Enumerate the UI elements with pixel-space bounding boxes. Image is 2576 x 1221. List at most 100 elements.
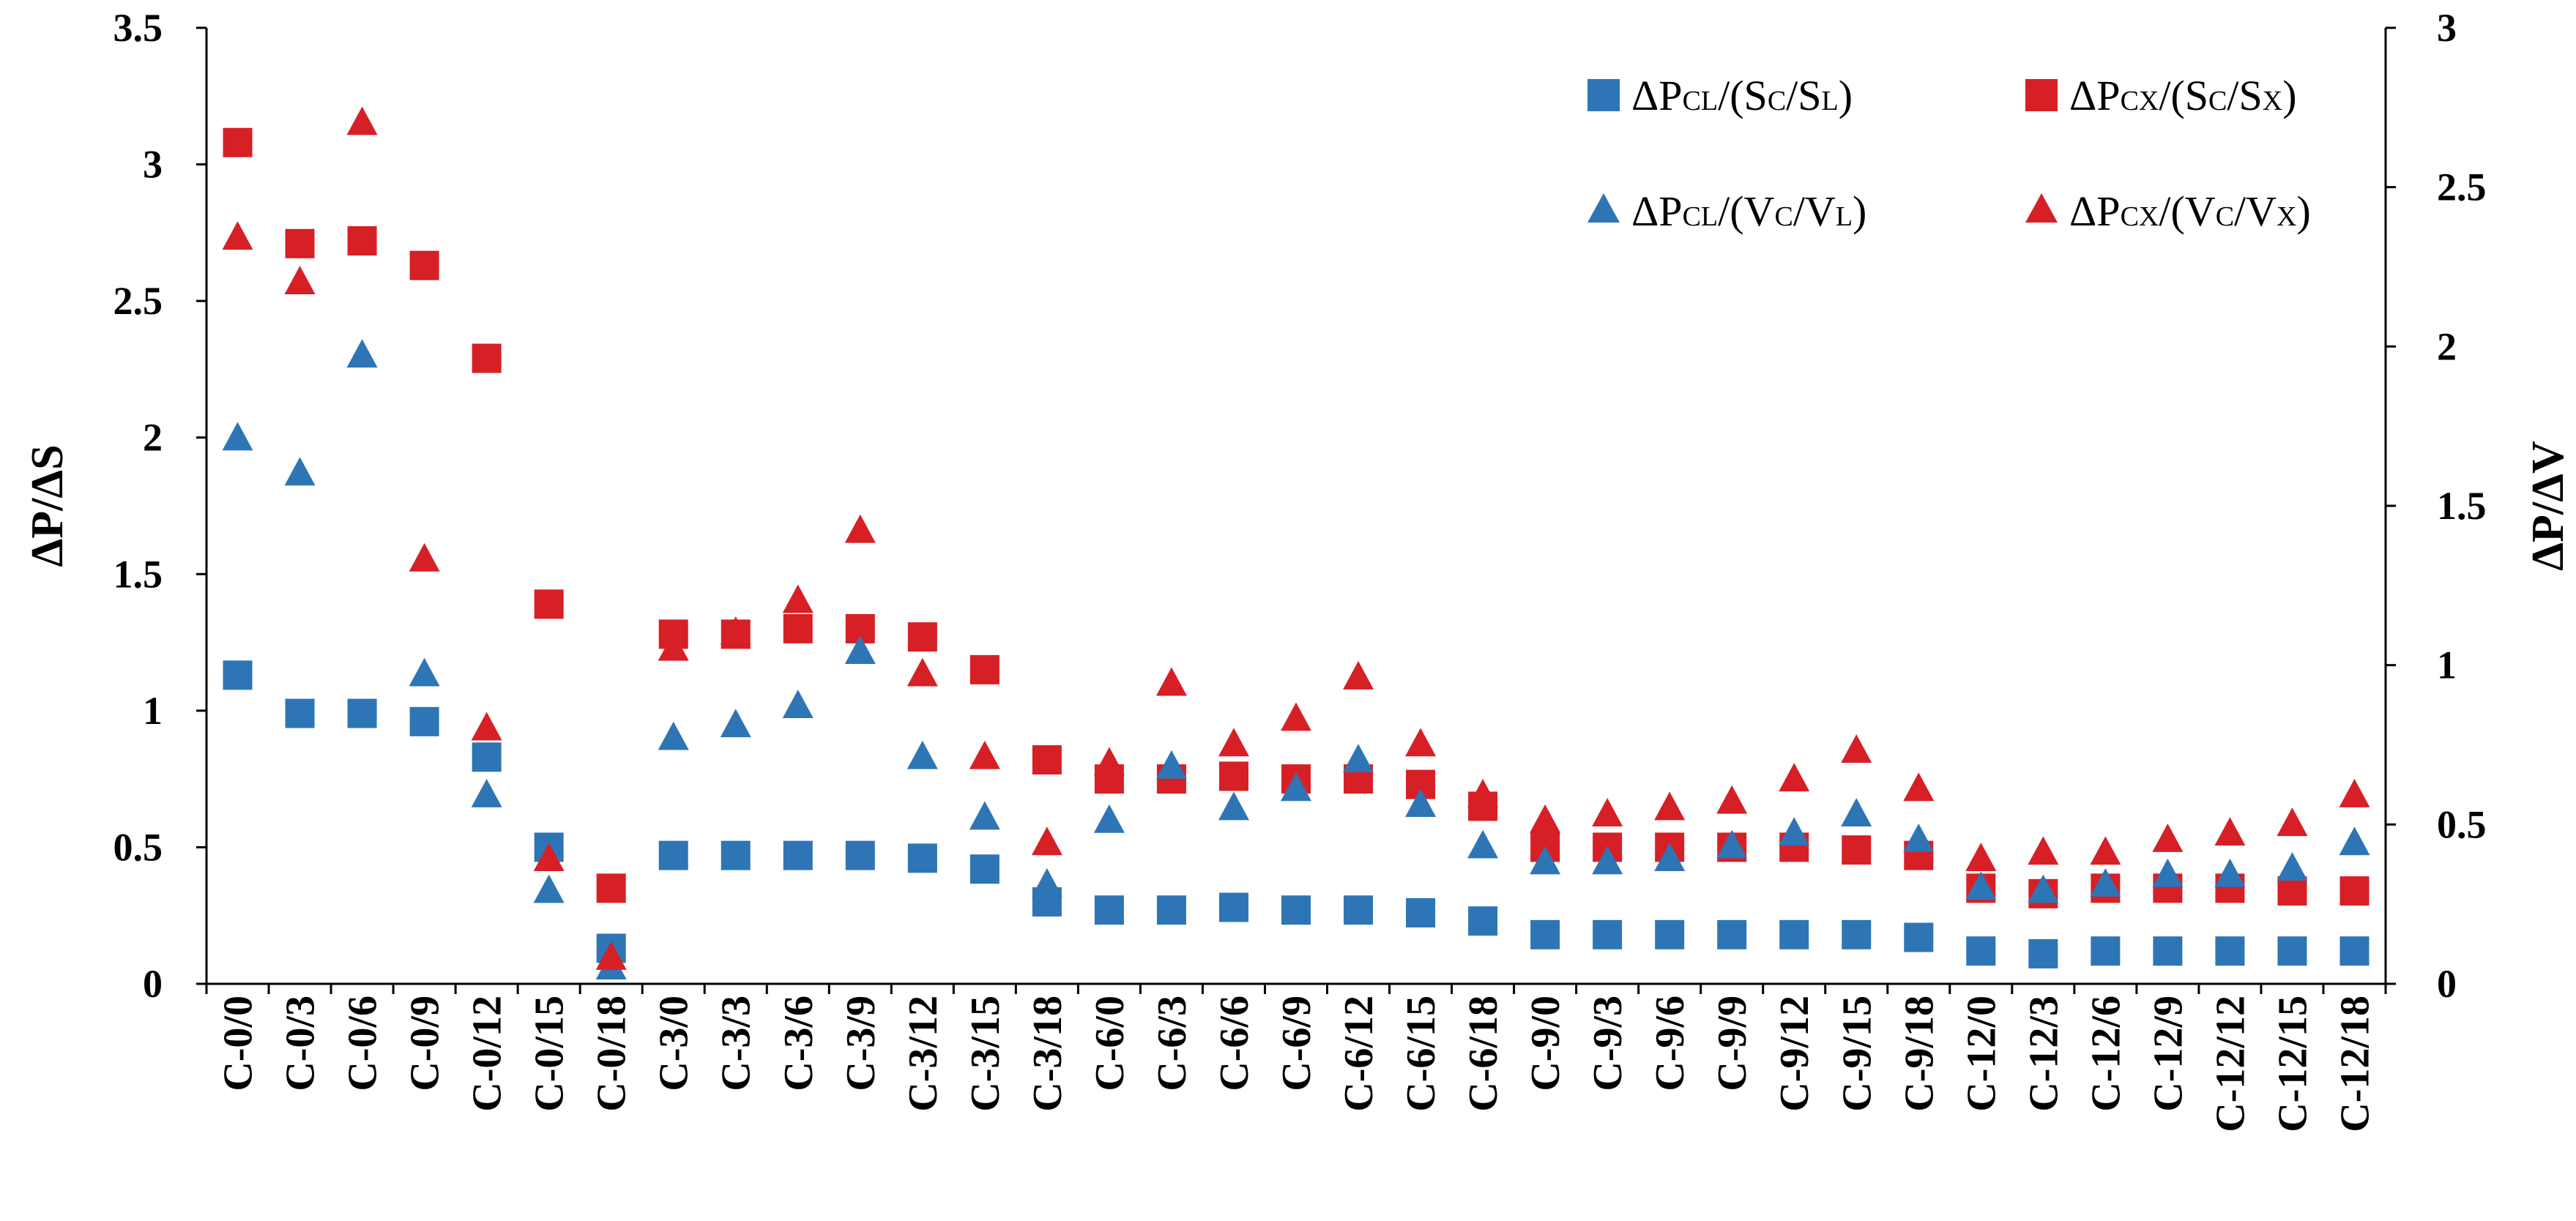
triangle-point — [969, 740, 1000, 769]
triangle-point — [1779, 763, 1810, 792]
right-y-axis-title: ΔP/ΔV — [2523, 441, 2573, 571]
legend-label-part: /(V — [2159, 187, 2215, 235]
triangle-point — [1965, 843, 1997, 871]
series-2 — [222, 339, 2370, 979]
triangle-point — [1467, 829, 1499, 859]
x-category-label: C-6/6 — [1212, 996, 1257, 1091]
square-point — [2028, 938, 2058, 968]
triangle-point — [1343, 744, 1374, 773]
x-category-label: C-9/0 — [1523, 996, 1568, 1091]
square-point — [2153, 936, 2183, 966]
legend-label: ΔPCX/(VC/VX) — [2069, 187, 2311, 235]
square-point — [658, 840, 688, 870]
legend-triangle-marker — [2025, 193, 2058, 223]
x-category-label: C-12/18 — [2332, 996, 2378, 1132]
x-category-label: C-9/3 — [1585, 996, 1631, 1091]
triangle-point — [2339, 779, 2370, 807]
triangle-point — [1716, 829, 1748, 859]
square-point — [596, 873, 626, 903]
x-category-label: C-12/0 — [1959, 996, 2004, 1112]
triangle-point — [1654, 791, 1686, 821]
square-point — [409, 250, 439, 280]
x-category-label: C-6/12 — [1336, 996, 1382, 1112]
triangle-point — [1841, 798, 1872, 827]
x-category-label: C-3/3 — [714, 996, 759, 1091]
triangle-point — [1530, 845, 1561, 875]
triangle-point — [782, 690, 814, 719]
legend-item: ΔPCL/(VC/VL) — [1587, 187, 1866, 235]
triangle-point — [1405, 788, 1437, 817]
triangle-point — [533, 843, 565, 871]
legend-label-part: C — [1774, 201, 1793, 232]
triangle-point — [1654, 843, 1686, 871]
x-category-label: C-0/6 — [340, 996, 386, 1091]
legend-label-part: ΔP — [1631, 187, 1683, 235]
legend-triangle-marker — [1587, 193, 1620, 223]
x-category-label: C-0/3 — [278, 996, 324, 1091]
triangle-point — [1155, 750, 1187, 779]
triangle-point — [1218, 791, 1249, 821]
legend-label-part: /(S — [1718, 72, 1768, 119]
right-tick-label: 2 — [2437, 324, 2457, 368]
x-category-label: C-6/18 — [1461, 996, 1506, 1112]
triangle-point — [1716, 785, 1748, 814]
triangle-point — [844, 514, 876, 543]
legend-label-part: CL — [1683, 86, 1719, 116]
square-point — [1218, 761, 1248, 791]
triangle-point — [284, 457, 316, 486]
legend-label: ΔPCX/(SC/SX) — [2069, 72, 2297, 119]
right-tick-label: 1.5 — [2437, 484, 2487, 528]
triangle-point — [1965, 871, 1997, 900]
square-point — [721, 840, 751, 870]
triangle-point — [658, 632, 689, 661]
triangle-point — [1592, 845, 1623, 875]
legend-label-part: L — [1822, 86, 1839, 116]
triangle-point — [782, 584, 814, 613]
x-category-label: C-6/15 — [1399, 996, 1444, 1112]
x-category-label: C-6/0 — [1087, 996, 1133, 1091]
square-point — [285, 698, 315, 728]
triangle-point — [844, 635, 876, 665]
triangle-point — [1218, 728, 1249, 757]
triangle-point — [1530, 804, 1561, 833]
triangle-point — [1841, 734, 1872, 763]
x-category-label: C-12/12 — [2208, 996, 2253, 1132]
triangle-point — [1281, 702, 1311, 731]
triangle-point — [2028, 874, 2059, 903]
legend-item: ΔPCX/(VC/VX) — [2025, 187, 2311, 235]
x-category-label: C-12/15 — [2270, 996, 2315, 1132]
x-category-label: C-0/9 — [403, 996, 448, 1091]
triangle-point — [658, 721, 689, 750]
legend-label-part: C — [2216, 201, 2234, 232]
triangle-point — [1779, 817, 1810, 846]
legend-label-part: /V — [1793, 187, 1836, 235]
legend-label-part: C — [1768, 86, 1786, 116]
data-marks — [222, 106, 2370, 979]
left-tick-label: 0 — [143, 962, 163, 1006]
square-point — [2215, 936, 2245, 966]
triangle-point — [1343, 660, 1374, 690]
square-point — [907, 843, 937, 873]
triangle-point — [471, 712, 502, 741]
right-tick-label: 3 — [2437, 6, 2457, 50]
triangle-point — [2152, 858, 2184, 887]
square-point — [1842, 919, 1872, 949]
legend-label-part: ΔP — [1631, 72, 1683, 119]
square-point — [1344, 895, 1374, 925]
square-point — [1406, 897, 1436, 927]
triangle-point — [2277, 852, 2308, 881]
x-axis-ticks: C-0/0 C-0/3 C-0/6 C-0/9 C-0/12 C-0/15 C-0/18 C-… — [205, 984, 2387, 1132]
triangle-point — [1031, 867, 1062, 897]
square-point — [223, 660, 253, 690]
triangle-point — [907, 740, 938, 769]
legend-square-marker — [1587, 79, 1620, 111]
legend-label-part: CX — [2121, 201, 2159, 232]
x-category-label: C-6/3 — [1150, 996, 1195, 1091]
legend-label-part: /S — [2227, 72, 2262, 119]
legend-label-part: ΔP — [2069, 187, 2121, 235]
legend: ΔPCL/(SC/SL) ΔPCX/(SC/SX)ΔPCL/(VC/VL) ΔPCX… — [1587, 72, 2311, 235]
legend-square-marker — [2025, 79, 2058, 111]
square-point — [1530, 919, 1560, 949]
square-point — [783, 840, 813, 870]
